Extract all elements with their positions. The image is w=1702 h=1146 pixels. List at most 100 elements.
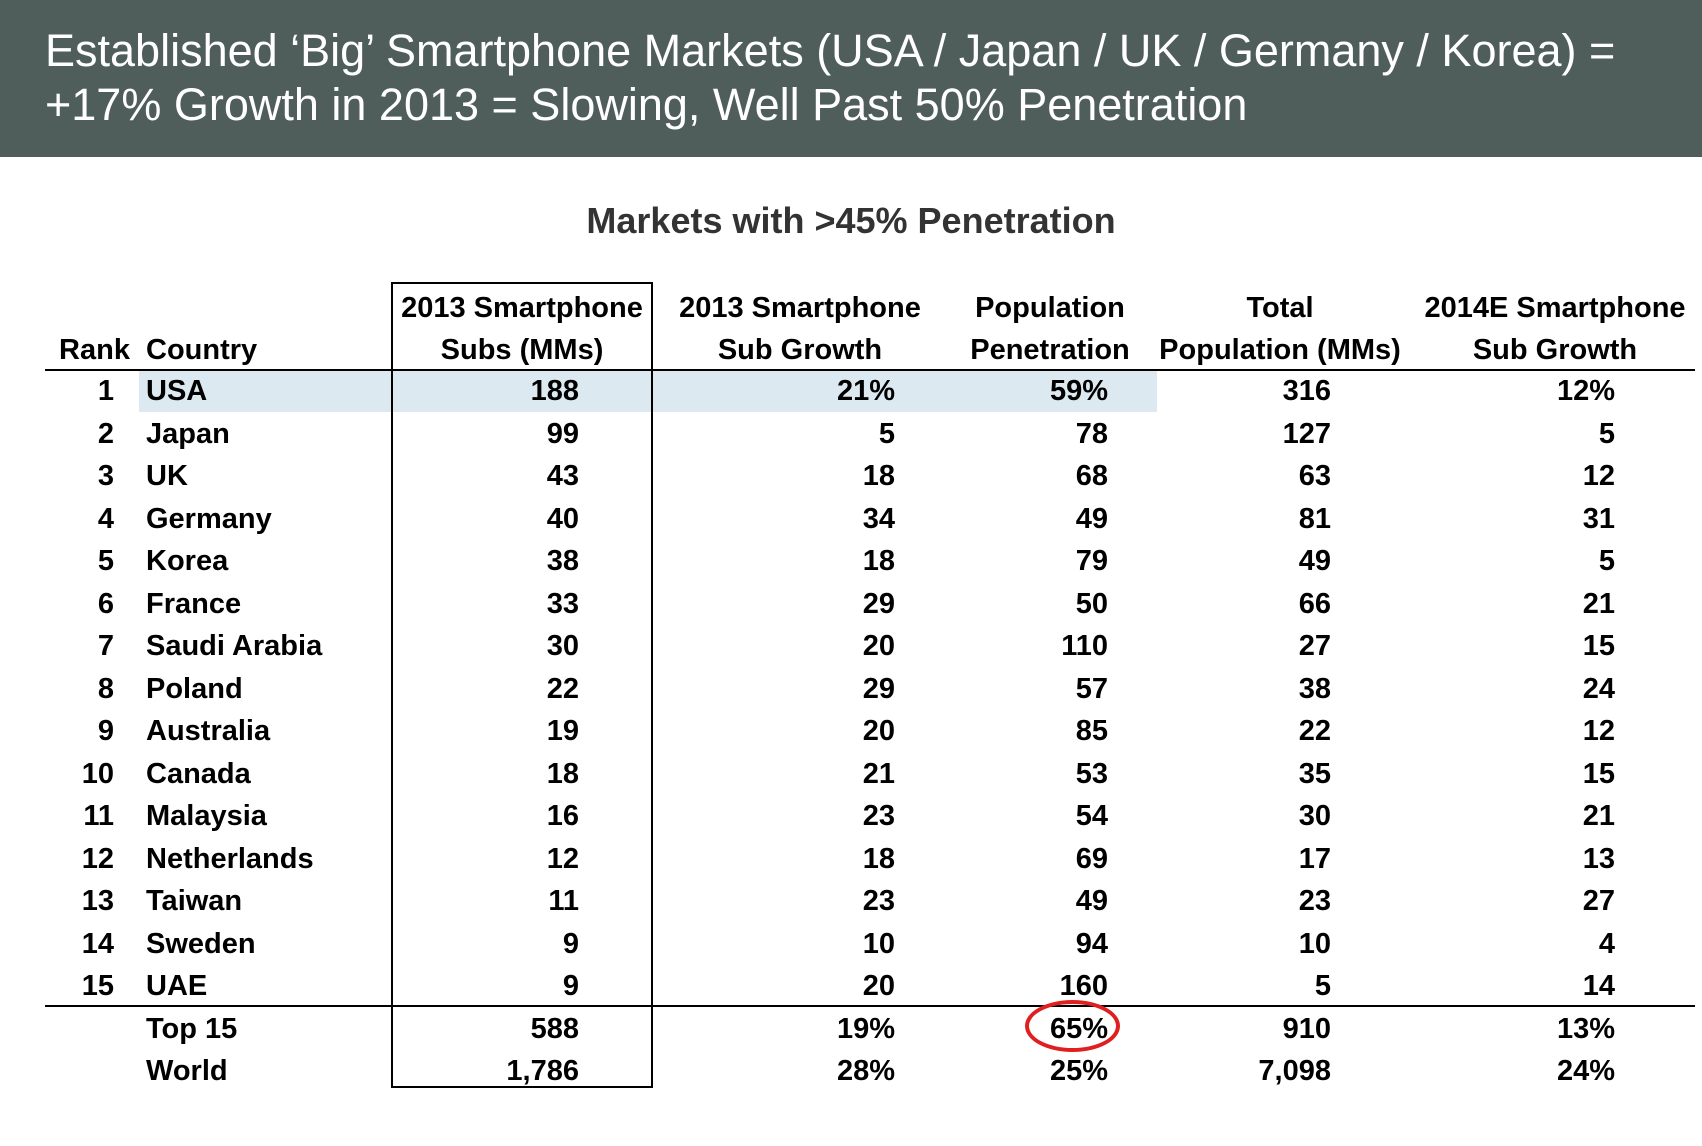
row-subs: 22: [546, 672, 579, 705]
row-rank: 5: [97, 545, 114, 577]
total-row-population: 7,098: [1258, 1055, 1331, 1087]
row-penetration: 53: [1075, 757, 1108, 790]
row-rank: 6: [97, 587, 114, 620]
row-country: Canada: [146, 757, 251, 790]
row-penetration: 85: [1075, 715, 1108, 747]
row-penetration: 57: [1075, 672, 1108, 705]
row-country: Australia: [146, 715, 271, 747]
row-country: UK: [146, 460, 188, 492]
total-row-subs: 1,786: [506, 1055, 579, 1087]
row-rank: 11: [83, 800, 114, 832]
col-header-penetration-2: Penetration: [970, 334, 1130, 366]
row-subs: 18: [546, 757, 579, 790]
row-growth2014: 13: [1582, 842, 1615, 875]
row-rank: 15: [81, 970, 114, 1002]
row-penetration: 79: [1075, 545, 1108, 577]
row-growth: 21%: [836, 375, 895, 407]
row-subs: 43: [546, 460, 579, 492]
row-growth2014: 14: [1582, 970, 1615, 1002]
total-row-population: 910: [1282, 1012, 1331, 1045]
row-country: Korea: [146, 545, 229, 577]
row-growth: 21: [862, 757, 895, 790]
row-growth2014: 24: [1582, 672, 1615, 705]
row-rank: 13: [81, 885, 114, 917]
row-penetration: 68: [1075, 460, 1108, 492]
total-row-penetration: 25%: [1049, 1055, 1108, 1087]
row-subs: 99: [546, 417, 579, 450]
row-penetration: 94: [1075, 927, 1108, 960]
row-country: Japan: [146, 417, 230, 450]
table-subtitle: Markets with >45% Penetration: [586, 200, 1116, 241]
row-country: Taiwan: [146, 885, 243, 917]
total-row-growth: 19%: [836, 1012, 895, 1045]
usa-row-highlight: [139, 371, 1157, 412]
row-growth2014: 15: [1582, 630, 1615, 662]
row-growth2014: 27: [1582, 885, 1615, 917]
total-row-growth: 28%: [836, 1055, 895, 1087]
row-growth2014: 21: [1582, 587, 1615, 620]
slide-title: Established ‘Big’ Smartphone Markets (US…: [45, 24, 1685, 132]
row-growth2014: 5: [1598, 545, 1615, 577]
row-rank: 8: [97, 672, 114, 705]
col-header-subs-1: 2013 Smartphone: [401, 292, 643, 324]
row-growth: 18: [862, 460, 895, 492]
row-country: Poland: [146, 672, 243, 705]
row-growth2014: 21: [1582, 800, 1615, 832]
row-population: 127: [1282, 417, 1331, 450]
row-subs: 38: [546, 545, 579, 577]
row-rank: 9: [97, 715, 114, 747]
row-growth2014: 12: [1582, 460, 1615, 492]
row-growth2014: 12%: [1556, 375, 1615, 407]
row-population: 17: [1298, 842, 1331, 875]
col-header-growth-1: 2013 Smartphone: [679, 292, 921, 324]
row-penetration: 59%: [1049, 375, 1108, 407]
col-header-population-2: Population (MMs): [1159, 334, 1401, 366]
total-row-country: Top 15: [146, 1012, 238, 1045]
row-country: Saudi Arabia: [146, 630, 323, 662]
row-subs: 11: [548, 885, 579, 917]
col-header-rank: Rank: [59, 334, 130, 366]
row-subs: 9: [562, 970, 579, 1002]
row-growth: 34: [862, 502, 895, 535]
row-country: USA: [146, 375, 208, 407]
row-growth2014: 31: [1582, 502, 1615, 535]
row-population: 49: [1298, 545, 1331, 577]
row-population: 10: [1298, 927, 1331, 960]
row-population: 23: [1298, 885, 1331, 917]
row-growth2014: 5: [1598, 417, 1615, 450]
row-population: 27: [1298, 630, 1331, 662]
row-subs: 19: [546, 715, 579, 747]
row-growth: 20: [862, 715, 895, 747]
row-subs: 40: [546, 502, 579, 535]
header-separator: [45, 369, 1695, 371]
row-subs: 30: [546, 630, 579, 662]
title-line-2: +17% Growth in 2013 = Slowing, Well Past…: [45, 79, 1248, 130]
col-header-subs-2: Subs (MMs): [440, 334, 604, 366]
total-row-growth2014: 13%: [1556, 1012, 1615, 1045]
col-header-growth-2: Sub Growth: [717, 334, 883, 366]
row-penetration: 54: [1075, 800, 1108, 832]
row-subs: 188: [530, 375, 579, 407]
row-penetration: 50: [1075, 587, 1108, 620]
row-penetration: 69: [1075, 842, 1108, 875]
col-header-penetration-1: Population: [975, 292, 1125, 324]
row-subs: 12: [546, 842, 579, 875]
row-growth2014: 12: [1582, 715, 1615, 747]
row-rank: 1: [97, 375, 114, 407]
row-country: France: [146, 587, 242, 620]
row-rank: 4: [97, 502, 114, 535]
row-growth: 18: [862, 842, 895, 875]
row-penetration: 110: [1061, 630, 1108, 662]
row-population: 5: [1314, 970, 1331, 1002]
row-growth2014: 15: [1582, 757, 1615, 790]
row-country: Sweden: [146, 927, 256, 960]
row-growth: 18: [862, 545, 895, 577]
row-subs: 9: [562, 927, 579, 960]
row-penetration: 49: [1075, 885, 1108, 917]
row-penetration: 78: [1075, 417, 1108, 450]
total-row-subs: 588: [530, 1012, 579, 1045]
slide-header: Established ‘Big’ Smartphone Markets (US…: [0, 0, 1702, 157]
row-rank: 7: [97, 630, 114, 662]
row-rank: 10: [81, 757, 114, 790]
row-subs: 33: [546, 587, 579, 620]
